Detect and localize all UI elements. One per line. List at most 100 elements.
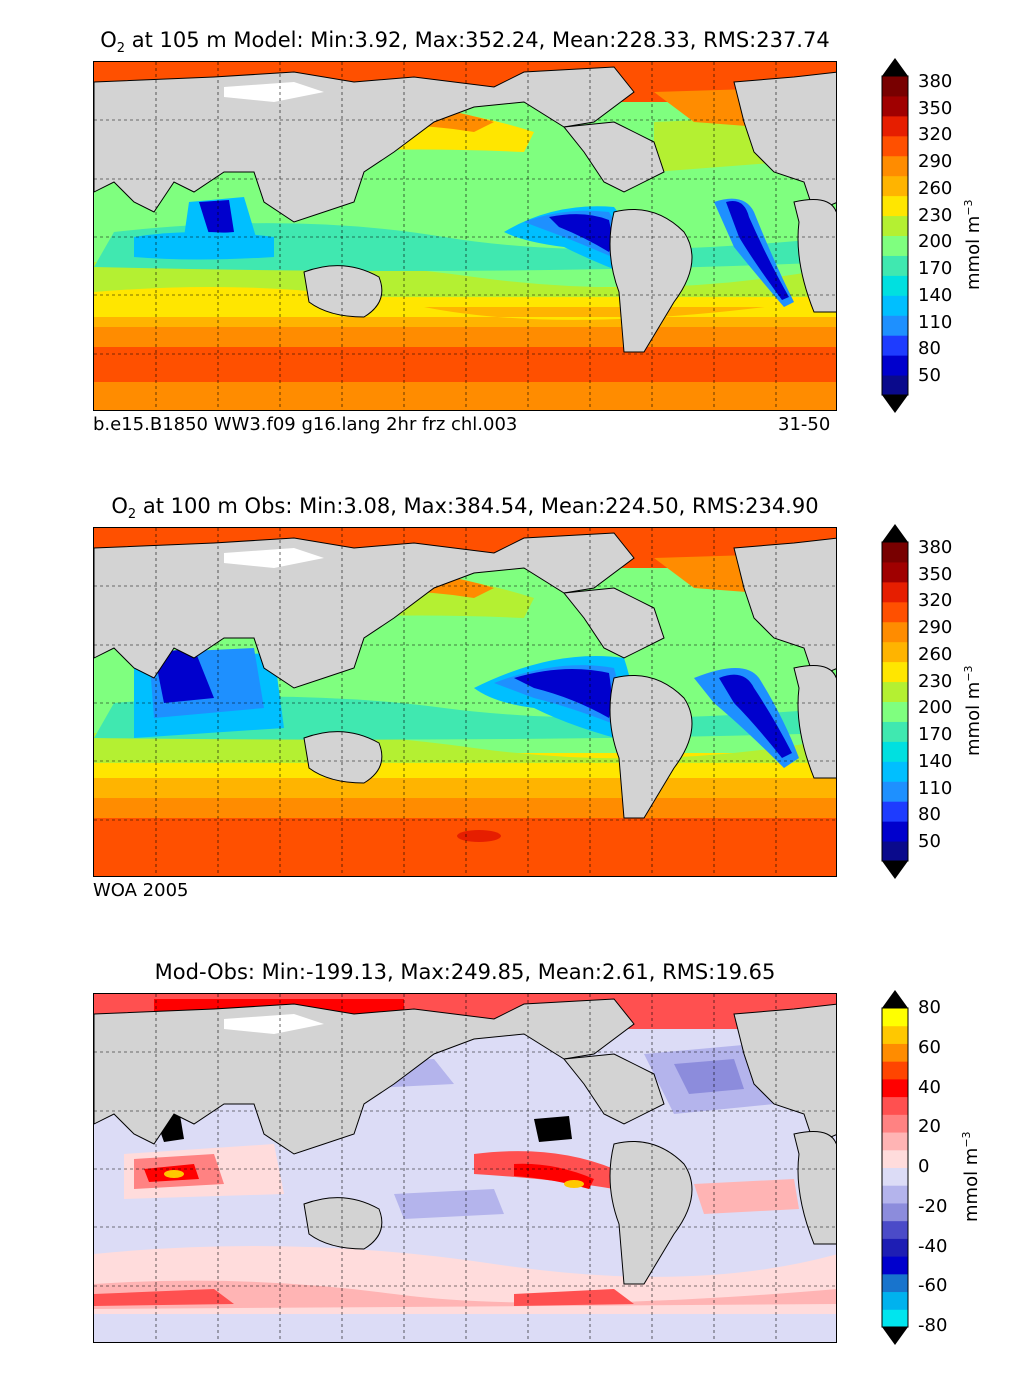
colorbar-segment xyxy=(882,801,908,822)
colorbar-tick-label: 200 xyxy=(918,231,953,253)
colorbar-segment xyxy=(882,761,908,782)
colorbar-segment xyxy=(882,701,908,722)
colorbar-segment xyxy=(882,1096,908,1115)
colorbar-min-arrow xyxy=(882,395,908,413)
colorbar-tick-label: 380 xyxy=(918,71,953,92)
colorbar-segment xyxy=(882,561,908,583)
colorbar-segment xyxy=(882,821,908,842)
diff-unit-base: mmol m xyxy=(961,1147,982,1222)
colorbar-tick-label: 110 xyxy=(918,777,953,799)
colorbar-tick-label: 80 xyxy=(918,804,941,826)
colorbar-tick-label: 230 xyxy=(918,670,953,692)
colorbar-tick-label: 350 xyxy=(918,97,953,119)
colorbar-tick-label: -20 xyxy=(918,1195,948,1217)
model-map xyxy=(93,61,837,411)
colorbar-segment xyxy=(882,601,908,623)
colorbar-segment xyxy=(882,1043,908,1062)
obs-title-species: O xyxy=(111,494,128,518)
model-unit-base: mmol m xyxy=(963,215,984,290)
colorbar-segment xyxy=(882,1132,908,1151)
colorbar-segment xyxy=(882,275,908,296)
colorbar-segment xyxy=(882,76,908,97)
colorbar-segment xyxy=(882,155,908,177)
colorbar-max-arrow xyxy=(882,990,908,1008)
obs-caption-dataset: WOA 2005 xyxy=(93,880,189,901)
colorbar-tick-label: 20 xyxy=(918,1116,941,1138)
colorbar-segment xyxy=(882,621,908,643)
model-colorbar-unit: mmol m−3 xyxy=(962,199,984,290)
colorbar-tick-label: 50 xyxy=(918,365,941,386)
diff-unit-exponent: −3 xyxy=(960,1131,973,1148)
diff-title-text: Mod-Obs: Min:-199.13, Max:249.85, Mean:2… xyxy=(154,960,776,984)
model-panel-title: O2 at 105 m Model: Min:3.92, Max:352.24,… xyxy=(0,28,930,56)
colorbar-tick-label: 40 xyxy=(918,1076,941,1098)
obs-unit-base: mmol m xyxy=(963,681,984,756)
colorbar-tick-label: 140 xyxy=(918,284,953,306)
colorbar-segment xyxy=(882,661,908,683)
colorbar-tick-label: 290 xyxy=(918,617,953,639)
colorbar-segment xyxy=(882,135,908,157)
colorbar-tick-label: 60 xyxy=(918,1036,941,1058)
colorbar-tick-label: 50 xyxy=(918,831,941,852)
colorbar-segment xyxy=(882,335,908,356)
colorbar-tick-label: 290 xyxy=(918,151,953,173)
colorbar-segment xyxy=(882,195,908,217)
colorbar-min-arrow xyxy=(882,1327,908,1345)
colorbar-segment xyxy=(882,1008,908,1027)
diff-panel-title: Mod-Obs: Min:-199.13, Max:249.85, Mean:2… xyxy=(0,960,930,984)
colorbar-segment xyxy=(882,1256,908,1275)
colorbar-segment xyxy=(882,741,908,762)
colorbar-segment xyxy=(882,1238,908,1257)
colorbar-tick-label: 380 xyxy=(918,537,953,558)
diff-map xyxy=(93,993,837,1343)
colorbar-segment xyxy=(882,681,908,702)
model-unit-exponent: −3 xyxy=(962,199,975,216)
colorbar-tick-label: 80 xyxy=(918,997,941,1018)
colorbar-segment xyxy=(882,581,908,603)
colorbar-segment xyxy=(882,1202,908,1222)
colorbar-frame xyxy=(881,1007,909,1328)
colorbar-max-arrow xyxy=(882,58,908,76)
colorbar-segment xyxy=(882,721,908,742)
model-title-subscript: 2 xyxy=(116,41,126,57)
colorbar-tick-label: 140 xyxy=(918,750,953,772)
colorbar-frame xyxy=(881,541,909,862)
colorbar-segment xyxy=(882,1025,908,1044)
colorbar-segment xyxy=(882,781,908,802)
diff-colorbar xyxy=(881,990,912,1345)
colorbar-segment xyxy=(882,1309,908,1328)
colorbar-segment xyxy=(882,542,908,563)
colorbar-segment xyxy=(882,315,908,336)
colorbar-segment xyxy=(882,1291,908,1310)
colorbar-segment xyxy=(882,1149,908,1168)
obs-panel-title: O2 at 100 m Obs: Min:3.08, Max:384.54, M… xyxy=(0,494,930,522)
colorbar-tick-label: 170 xyxy=(918,724,953,746)
colorbar-segment xyxy=(882,235,908,256)
colorbar-tick-label: -40 xyxy=(918,1235,948,1257)
colorbar-tick-label: 170 xyxy=(918,258,953,280)
obs-title-subscript: 2 xyxy=(127,507,137,523)
colorbar-tick-label: 110 xyxy=(918,311,953,333)
obs-colorbar-unit: mmol m−3 xyxy=(962,665,984,756)
colorbar-segment xyxy=(882,641,908,663)
diff-colorbar-unit: mmol m−3 xyxy=(960,1131,982,1222)
colorbar-tick-label: 80 xyxy=(918,338,941,360)
colorbar-segment xyxy=(882,1061,908,1080)
colorbar-segment xyxy=(882,841,908,862)
colorbar-segment xyxy=(882,95,908,117)
colorbar-segment xyxy=(882,355,908,376)
colorbar-tick-label: 320 xyxy=(918,590,953,612)
colorbar-segment xyxy=(882,1220,908,1239)
colorbar-segment xyxy=(882,1273,908,1293)
colorbar-segment xyxy=(882,215,908,236)
obs-colorbar xyxy=(881,524,912,879)
colorbar-tick-label: 230 xyxy=(918,204,953,226)
colorbar-tick-label: 260 xyxy=(918,177,953,199)
colorbar-tick-label: 260 xyxy=(918,643,953,665)
model-title-species: O xyxy=(100,28,117,52)
obs-unit-exponent: −3 xyxy=(962,665,975,682)
colorbar-segment xyxy=(882,1078,908,1098)
colorbar-tick-label: 350 xyxy=(918,563,953,585)
model-title-text: at 105 m Model: Min:3.92, Max:352.24, Me… xyxy=(125,28,830,52)
colorbar-tick-label: 0 xyxy=(918,1156,930,1177)
